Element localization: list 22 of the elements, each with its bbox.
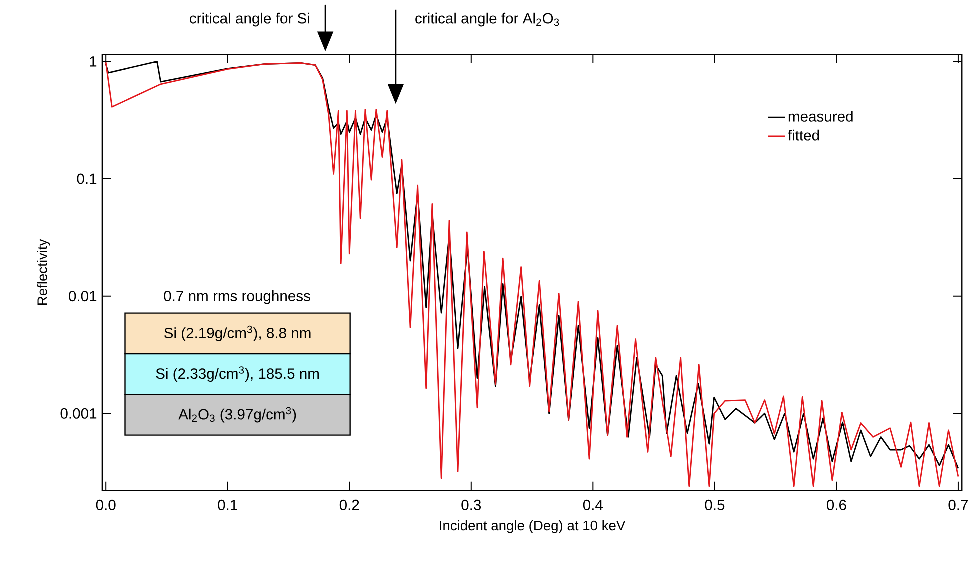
legend-label: fitted (788, 130, 820, 141)
text: critical angle for Al$_{2}$O$_{3}$ (416, 12, 560, 27)
x-tick-label: 0.1 (218, 500, 238, 510)
y-tick-label: 1 (90, 56, 97, 67)
x-tick-label: 0.5 (705, 500, 725, 510)
annotation: Si (2.19g/cm$^{3}$), 8.8 nm (164, 326, 311, 342)
annotation: Si (2.33g/cm$^{3}$), 185.5 nm (156, 366, 319, 382)
legend-label: measured (788, 111, 853, 122)
x-tick-label: 0.6 (826, 500, 846, 510)
x-tick-label: 0.7 (948, 500, 968, 510)
x-tick-label: 0.3 (462, 500, 482, 510)
y-tick-label: 0.01 (69, 291, 97, 302)
x-tick-label: 0.2 (340, 500, 360, 510)
y-axis-title: Reflectivity (37, 239, 50, 305)
text: critical angle for Si (190, 12, 310, 27)
x-tick-label: 0.0 (96, 500, 116, 510)
annotation: Al$_{2}$O$_{3}$ (3.97g/cm$^{3}$) (178, 407, 296, 423)
x-tick-label: 0.4 (583, 500, 604, 510)
y-tick-label: 0.001 (60, 408, 97, 419)
y-tick-label: 0.1 (77, 174, 97, 184)
annotation: 0.7 nm rms roughness (164, 290, 310, 304)
x-axis-title: Incident angle (Deg) at 10 keV (440, 520, 626, 534)
